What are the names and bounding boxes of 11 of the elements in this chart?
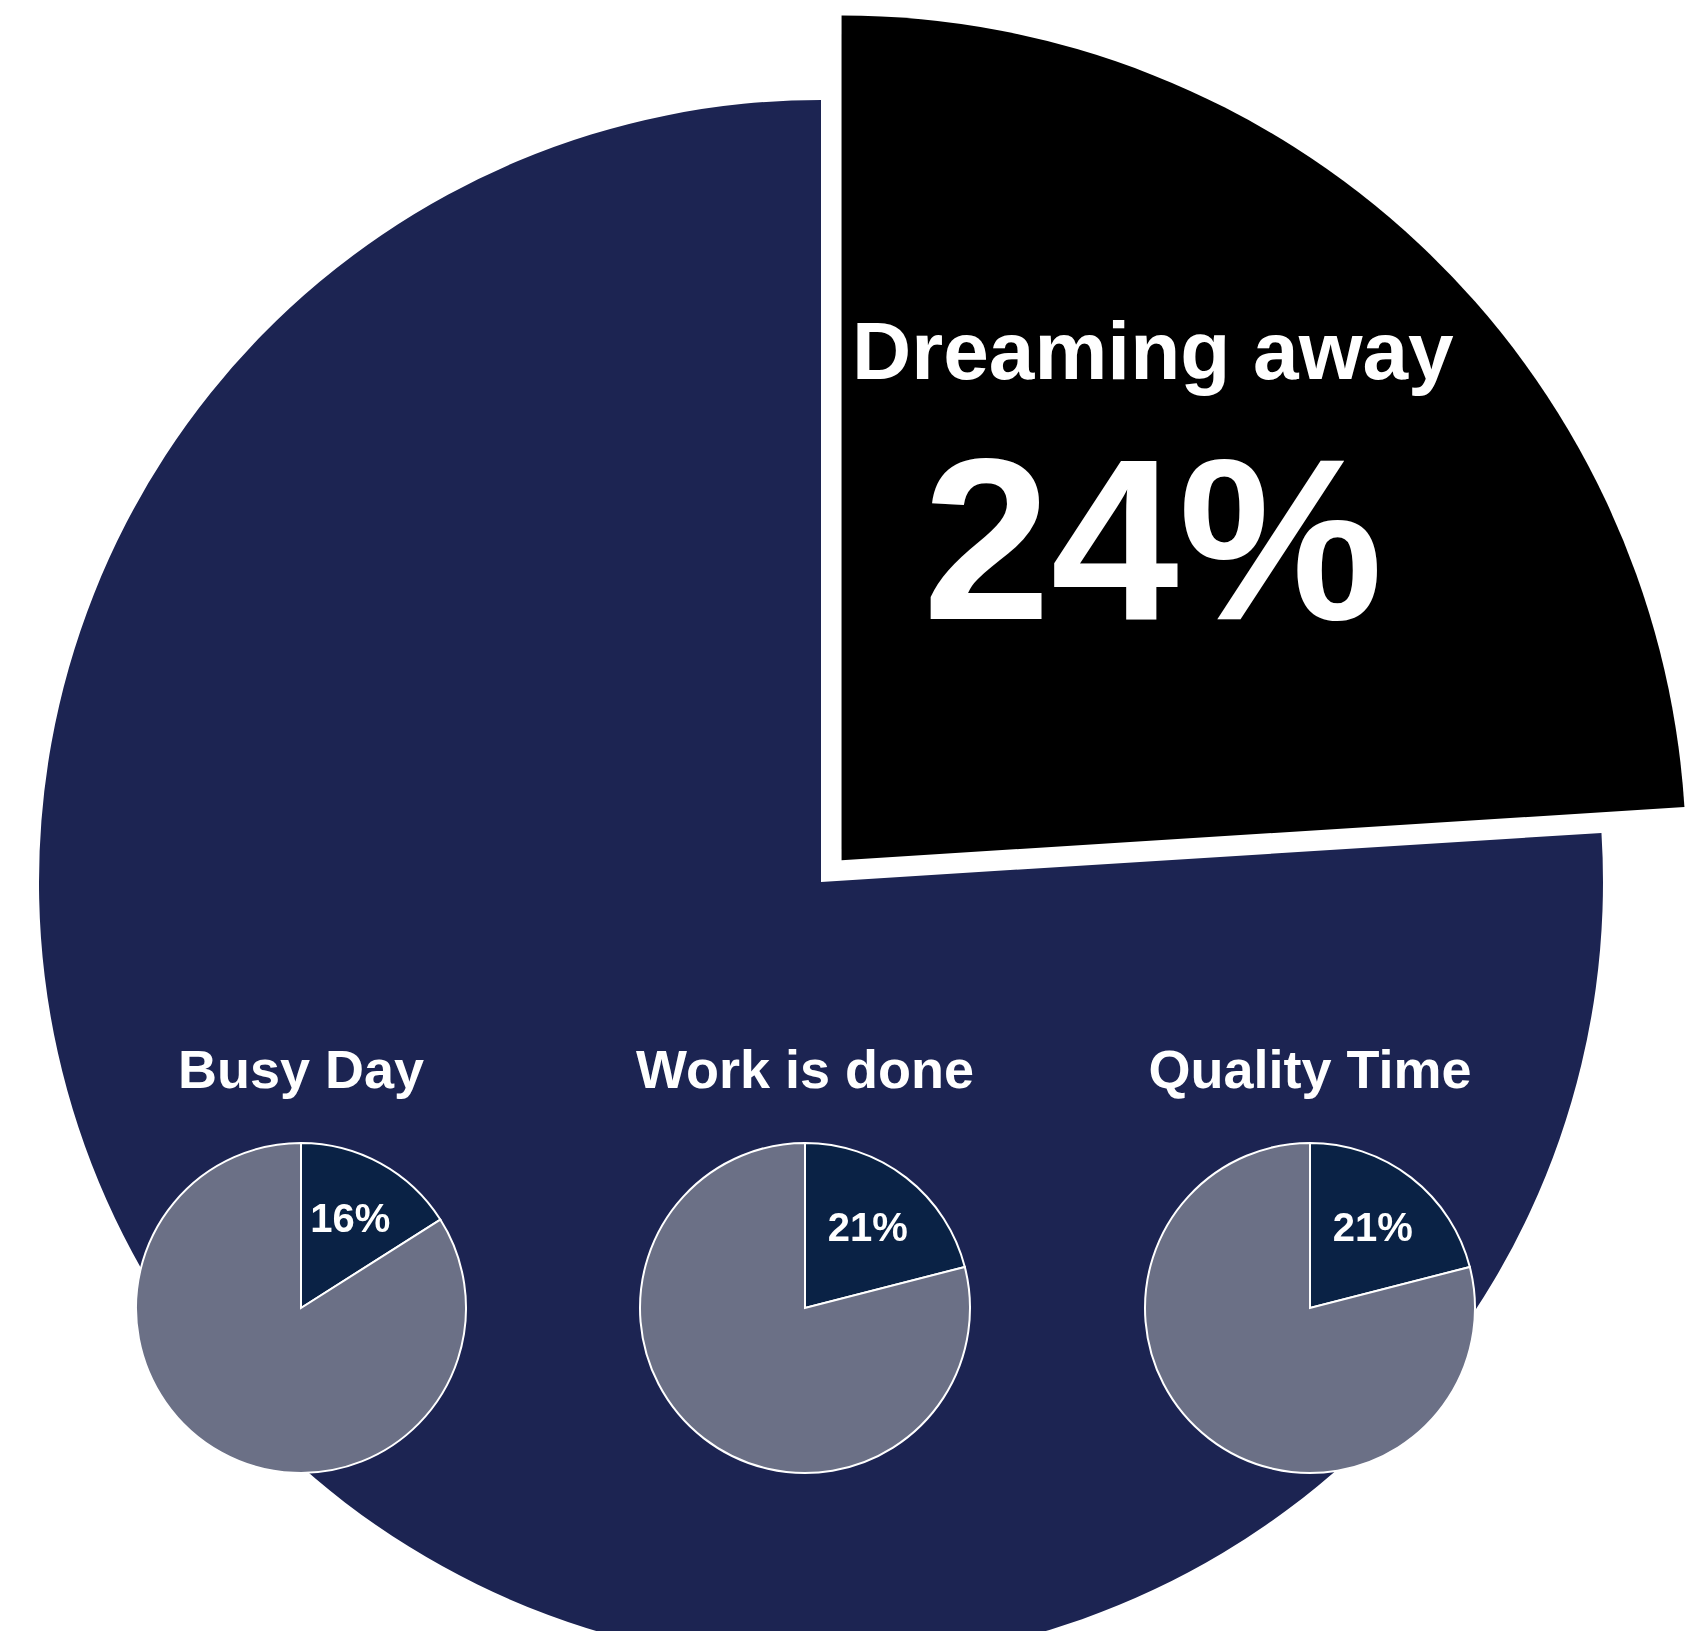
chart-title: Quality Time (1148, 1039, 1472, 1099)
data-label: 21% (827, 1205, 908, 1250)
chart-title: Work is done (635, 1039, 975, 1099)
slice-label: Dreaming away (852, 304, 1455, 396)
pie-slice (135, 1142, 467, 1474)
data-label: 24% (922, 410, 1384, 668)
data-label: 21% (1332, 1205, 1413, 1250)
pie-slice (1144, 1142, 1476, 1474)
data-label: 16% (310, 1196, 391, 1241)
chart-title: Busy Day (177, 1039, 425, 1099)
pie-slice (639, 1142, 971, 1474)
